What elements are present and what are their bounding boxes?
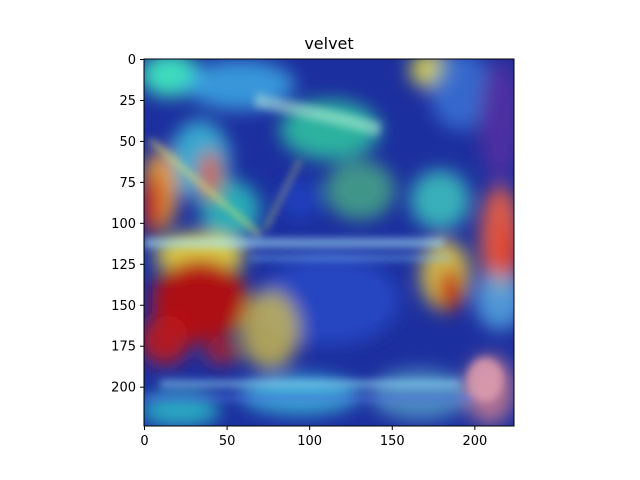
x-axis: 0 50 100 150 200 bbox=[140, 426, 487, 449]
y-tick-label: 100 bbox=[111, 217, 136, 232]
y-tick-label: 150 bbox=[111, 299, 136, 314]
x-tick-label: 150 bbox=[380, 434, 405, 449]
x-tick-label: 200 bbox=[462, 434, 487, 449]
y-tick-label: 175 bbox=[111, 340, 136, 355]
x-tick-label: 0 bbox=[140, 434, 148, 449]
x-tick-label: 50 bbox=[219, 434, 236, 449]
axes-frame bbox=[143, 58, 515, 427]
y-tick-label: 125 bbox=[111, 258, 136, 273]
y-tick-label: 0 bbox=[128, 53, 136, 68]
x-tick-label: 100 bbox=[297, 434, 322, 449]
y-tick-label: 50 bbox=[119, 135, 136, 150]
y-axis: 0 25 50 75 100 125 150 175 200 bbox=[111, 53, 144, 396]
y-tick-label: 25 bbox=[119, 94, 136, 109]
y-tick-label: 75 bbox=[119, 176, 136, 191]
figure-title: velvet bbox=[304, 34, 353, 53]
heatmap-image bbox=[144, 59, 514, 426]
y-tick-label: 200 bbox=[111, 381, 136, 396]
